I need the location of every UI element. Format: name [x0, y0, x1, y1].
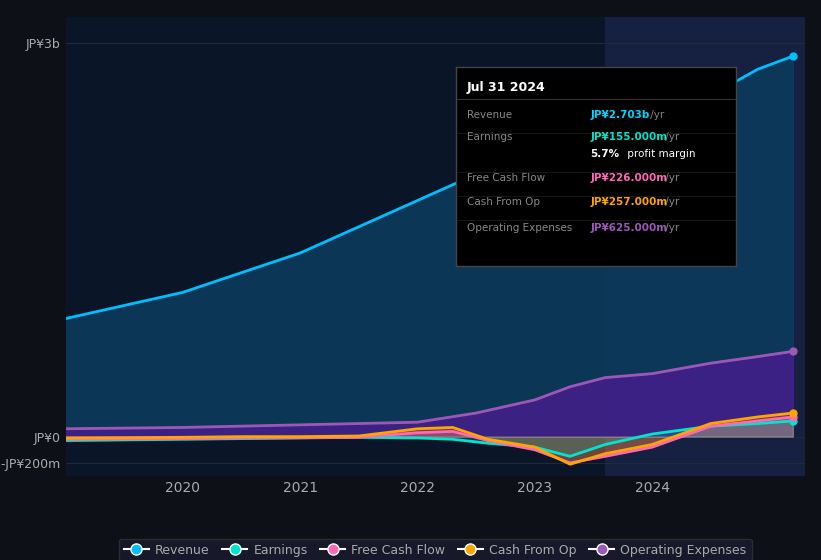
Text: JP¥625.000m: JP¥625.000m — [590, 223, 667, 233]
Text: Free Cash Flow: Free Cash Flow — [467, 173, 545, 183]
Text: Operating Expenses: Operating Expenses — [467, 223, 572, 233]
Text: JP¥155.000m: JP¥155.000m — [590, 132, 667, 142]
Text: Cash From Op: Cash From Op — [467, 197, 540, 207]
Text: /yr: /yr — [662, 173, 679, 183]
Text: /yr: /yr — [662, 197, 679, 207]
Text: JP¥226.000m: JP¥226.000m — [590, 173, 667, 183]
Text: /yr: /yr — [662, 132, 679, 142]
Text: 5.7%: 5.7% — [590, 150, 619, 160]
Text: Earnings: Earnings — [467, 132, 512, 142]
Legend: Revenue, Earnings, Free Cash Flow, Cash From Op, Operating Expenses: Revenue, Earnings, Free Cash Flow, Cash … — [119, 539, 751, 560]
Bar — [605, 17, 821, 476]
Text: /yr: /yr — [647, 110, 664, 120]
Text: profit margin: profit margin — [624, 150, 695, 160]
Text: Revenue: Revenue — [467, 110, 512, 120]
Text: /yr: /yr — [662, 223, 679, 233]
Text: JP¥257.000m: JP¥257.000m — [590, 197, 667, 207]
Text: Jul 31 2024: Jul 31 2024 — [467, 81, 546, 94]
Text: JP¥2.703b: JP¥2.703b — [590, 110, 649, 120]
